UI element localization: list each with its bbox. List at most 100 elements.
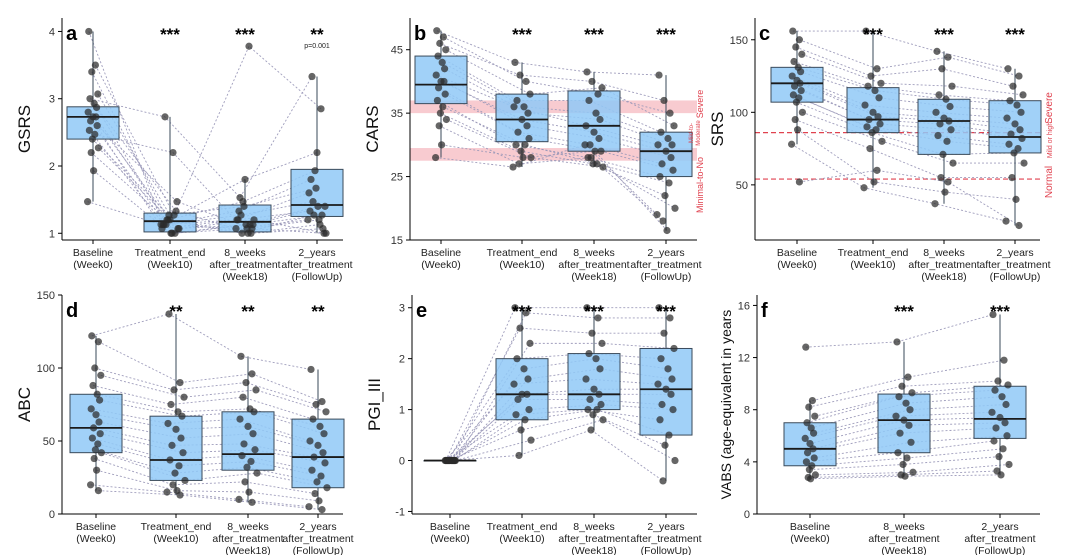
data-point — [432, 153, 440, 162]
data-point — [596, 365, 604, 373]
x-tick-label: Baseline — [421, 247, 461, 259]
data-point — [811, 471, 820, 479]
data-point — [241, 478, 249, 486]
data-point — [667, 153, 675, 162]
data-point — [87, 148, 95, 157]
data-point — [252, 386, 260, 394]
data-point — [792, 98, 801, 106]
data-point — [521, 141, 529, 149]
x-tick-label: Baseline — [777, 247, 817, 259]
x-tick-label: after_treatment — [209, 259, 280, 271]
data-point — [87, 481, 95, 489]
subject-line — [813, 404, 1007, 434]
data-point — [597, 400, 605, 409]
data-point — [665, 179, 673, 187]
subject-line — [441, 62, 669, 139]
data-point — [318, 506, 326, 514]
data-point — [165, 310, 173, 318]
data-point — [869, 108, 877, 116]
data-point — [319, 449, 327, 457]
data-point — [317, 472, 325, 480]
data-point — [310, 453, 318, 461]
data-point — [238, 229, 246, 237]
data-point — [998, 393, 1006, 401]
subject-line — [94, 133, 321, 234]
subject-line — [92, 437, 313, 471]
y-tick-label: 2 — [49, 161, 55, 173]
subject-line — [436, 30, 660, 76]
data-point — [1004, 65, 1012, 73]
data-point — [94, 144, 102, 152]
data-point — [944, 178, 952, 186]
data-point — [312, 400, 320, 409]
subject-line — [93, 427, 315, 458]
data-point — [657, 355, 665, 363]
data-point — [95, 418, 103, 426]
data-point — [527, 436, 535, 444]
x-tick-label: (Week18) — [571, 545, 616, 555]
data-point — [525, 405, 533, 414]
data-point — [870, 178, 878, 186]
data-point — [304, 216, 312, 224]
data-point — [515, 160, 523, 168]
data-point — [663, 226, 671, 235]
data-point — [946, 102, 954, 111]
x-tick-label: 8_weeks — [227, 521, 268, 533]
x-tick-label: (Week18) — [921, 271, 966, 283]
x-tick-label: Baseline — [76, 521, 116, 533]
subject-line — [98, 341, 323, 402]
data-point — [1007, 130, 1015, 138]
subject-line — [96, 125, 325, 234]
data-point — [865, 115, 873, 124]
data-point — [515, 451, 523, 460]
data-point — [903, 454, 911, 462]
data-point — [169, 481, 177, 489]
data-point — [997, 471, 1005, 479]
data-point — [665, 431, 673, 439]
data-point — [318, 397, 326, 406]
data-point — [992, 424, 1000, 432]
subject-line — [799, 169, 1020, 226]
data-point — [659, 217, 667, 225]
x-tick-label: (Week18) — [571, 271, 616, 283]
data-point — [520, 103, 528, 111]
data-point — [521, 416, 529, 424]
subject-line — [814, 435, 1008, 459]
data-point — [655, 71, 663, 79]
x-tick-label: Treatment_end — [487, 247, 558, 259]
data-point — [233, 216, 241, 224]
data-point — [441, 90, 449, 98]
data-point — [253, 469, 261, 477]
significance-stars: *** — [863, 25, 883, 44]
box-iqr — [917, 98, 971, 155]
data-point — [1018, 134, 1026, 143]
subject-line — [445, 49, 675, 127]
data-point — [802, 343, 810, 351]
data-point — [92, 113, 100, 121]
data-point — [317, 105, 325, 113]
data-point — [522, 309, 530, 317]
data-point — [90, 167, 98, 175]
data-point — [810, 429, 818, 437]
data-point — [866, 144, 874, 153]
x-tick-label: (FollowUp) — [641, 545, 692, 555]
panel-letter: f — [761, 300, 768, 322]
data-point — [313, 148, 321, 157]
data-point — [805, 403, 813, 411]
subject-line — [440, 81, 667, 152]
data-point — [1020, 159, 1028, 167]
data-point — [948, 82, 956, 90]
subject-line — [98, 147, 327, 234]
data-point — [523, 390, 531, 398]
subject-line — [97, 393, 321, 427]
data-point — [591, 147, 599, 155]
data-point — [520, 365, 528, 373]
subject-line — [89, 130, 312, 226]
subject-line — [449, 388, 666, 461]
data-point — [949, 159, 957, 167]
data-point — [88, 68, 96, 76]
x-tick-label: after_treatment — [630, 259, 701, 271]
severity-label: Moderate — [696, 120, 702, 146]
data-point — [999, 445, 1007, 453]
data-point — [667, 390, 675, 398]
